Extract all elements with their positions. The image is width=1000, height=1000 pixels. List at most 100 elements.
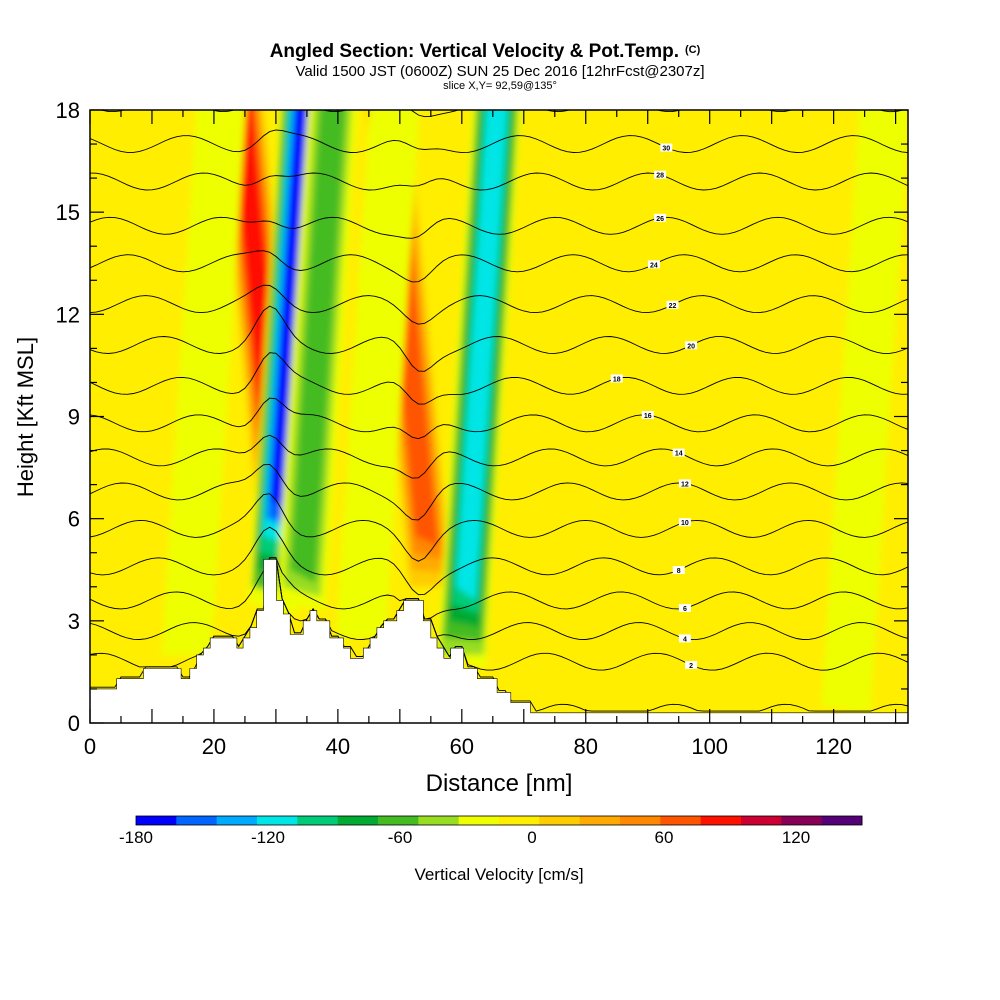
isentrope-label: 6 — [683, 606, 687, 613]
colorbar-swatch — [418, 816, 460, 825]
isentrope-line — [90, 493, 908, 562]
isentrope-label: 14 — [675, 451, 683, 458]
isentrope-label-bg — [666, 300, 679, 309]
isentrope-label: 10 — [681, 520, 689, 527]
isentrope-label: 20 — [687, 343, 695, 350]
colorbar-swatch — [781, 816, 823, 825]
updraft-band-5-level — [502, 110, 607, 713]
isentrope-label-bg — [678, 603, 691, 612]
colorbar-swatch — [176, 816, 218, 825]
downdraft-band-5-level — [336, 110, 420, 638]
colorbar-swatch — [741, 816, 782, 825]
downdraft-band-3-level — [161, 110, 246, 655]
y-tick-label: 3 — [68, 609, 80, 634]
updraft-band-6-level — [570, 110, 675, 713]
downdraft-band-2-level — [290, 110, 346, 584]
isentrope-label-bg — [610, 374, 623, 383]
isentrope-label-bg — [685, 660, 698, 669]
isentrope-line — [90, 129, 908, 154]
colorbar-swatch — [378, 816, 419, 825]
downdraft-band-2 — [276, 110, 358, 611]
chart-subtitle-slice: slice X,Y= 92,59@135° — [443, 80, 557, 92]
chart-title-badge: (C) — [685, 44, 701, 56]
isentrope-label: 18 — [613, 376, 621, 383]
isentrope-line — [90, 250, 908, 283]
x-tick-label: 40 — [326, 734, 350, 759]
downdraft-band-5 — [336, 110, 420, 638]
colorbar-swatch — [620, 816, 661, 825]
isentrope-label-bg — [641, 411, 654, 420]
isentrope-line — [90, 557, 908, 620]
isentrope-label: 30 — [662, 146, 670, 153]
isentrope-label-bg — [678, 479, 691, 488]
chart-subtitle: Valid 1500 JST (0600Z) SUN 25 Dec 2016 [… — [295, 63, 704, 80]
x-tick-label: 80 — [574, 734, 598, 759]
isentrope-line — [90, 305, 908, 372]
updraft-band-5 — [502, 110, 607, 713]
isentrope-label: 8 — [677, 568, 681, 575]
y-tick-label: 15 — [56, 200, 80, 225]
y-axis-label: Height [Kft MSL] — [13, 337, 38, 497]
colorbar-swatch — [700, 816, 742, 825]
x-tick-label: 120 — [815, 734, 852, 759]
isentrope-line — [90, 434, 908, 479]
isentrope-label-bg — [678, 518, 691, 527]
isentrope-label-bg — [654, 170, 667, 179]
x-tick-label: 20 — [202, 734, 226, 759]
colorbar-swatch — [499, 816, 540, 825]
y-tick-label: 6 — [68, 507, 80, 532]
colorbar-swatch — [297, 816, 339, 825]
colorbar-tick-label: -180 — [119, 828, 153, 847]
chart-title-text: Angled Section: Vertical Velocity & Pot.… — [270, 41, 679, 62]
colorbar-swatch — [660, 816, 702, 825]
isentrope-label: 12 — [681, 481, 689, 488]
isentrope-line — [90, 284, 908, 325]
isentrope-label: 28 — [656, 173, 664, 180]
isentrope-line — [90, 557, 908, 671]
isentrope-label: 24 — [650, 262, 658, 269]
isentrope-label-bg — [672, 566, 685, 575]
colorbar-label: Vertical Velocity [cm/s] — [414, 865, 583, 884]
x-axis-label: Distance [nm] — [426, 770, 573, 797]
isentrope-label-bg — [647, 260, 660, 269]
plot-area: 024681012141618202224262830 — [90, 110, 908, 723]
colorbar-frame — [135, 815, 863, 826]
colorbar-tick-label: -120 — [251, 828, 285, 847]
colorbar-tick-label: -60 — [388, 828, 413, 847]
isentrope-line — [90, 352, 908, 405]
y-tick-label: 9 — [68, 405, 80, 430]
isentrope-label: 2 — [689, 663, 693, 670]
isentrope-line — [90, 526, 908, 596]
colorbar-swatch — [539, 816, 581, 825]
colorbar-swatch — [458, 816, 500, 825]
downdraft-band-3 — [161, 110, 246, 655]
x-axis: 0 20 40 60 80 100 120 — [84, 110, 897, 759]
isentrope-label-bg — [672, 448, 685, 457]
y-tick-label: 18 — [56, 98, 80, 123]
colorbar-tick-label: 0 — [527, 828, 536, 847]
isentrope-line — [90, 397, 908, 440]
x-tick-label: 100 — [691, 734, 728, 759]
isentrope-label: 22 — [669, 303, 677, 310]
isentrope-line — [90, 172, 908, 191]
colorbar-swatch — [257, 816, 298, 825]
colorbar-swatch — [216, 816, 258, 825]
isentrope-lines: 024681012141618202224262830 — [90, 110, 908, 718]
colorbar: -180 -120 -60 0 60 120 — [119, 815, 863, 847]
updraft-band-6 — [570, 110, 675, 713]
isentrope-label: 16 — [644, 413, 652, 420]
colorbar-swatch — [821, 816, 863, 825]
isentrope-label-bg — [678, 634, 691, 643]
colorbar-swatch — [136, 816, 177, 825]
x-tick-label: 60 — [450, 734, 474, 759]
y-tick-label: 12 — [56, 302, 80, 327]
isentrope-label-bg — [654, 213, 667, 222]
isentrope-label-bg — [685, 341, 698, 350]
y-axis: 0 3 6 9 12 15 18 — [56, 98, 908, 736]
x-tick-label: 0 — [84, 734, 96, 759]
colorbar-tick-label: 120 — [782, 828, 810, 847]
isentrope-line — [90, 216, 908, 239]
terrain — [90, 559, 908, 723]
isentrope-label: 26 — [656, 216, 664, 223]
